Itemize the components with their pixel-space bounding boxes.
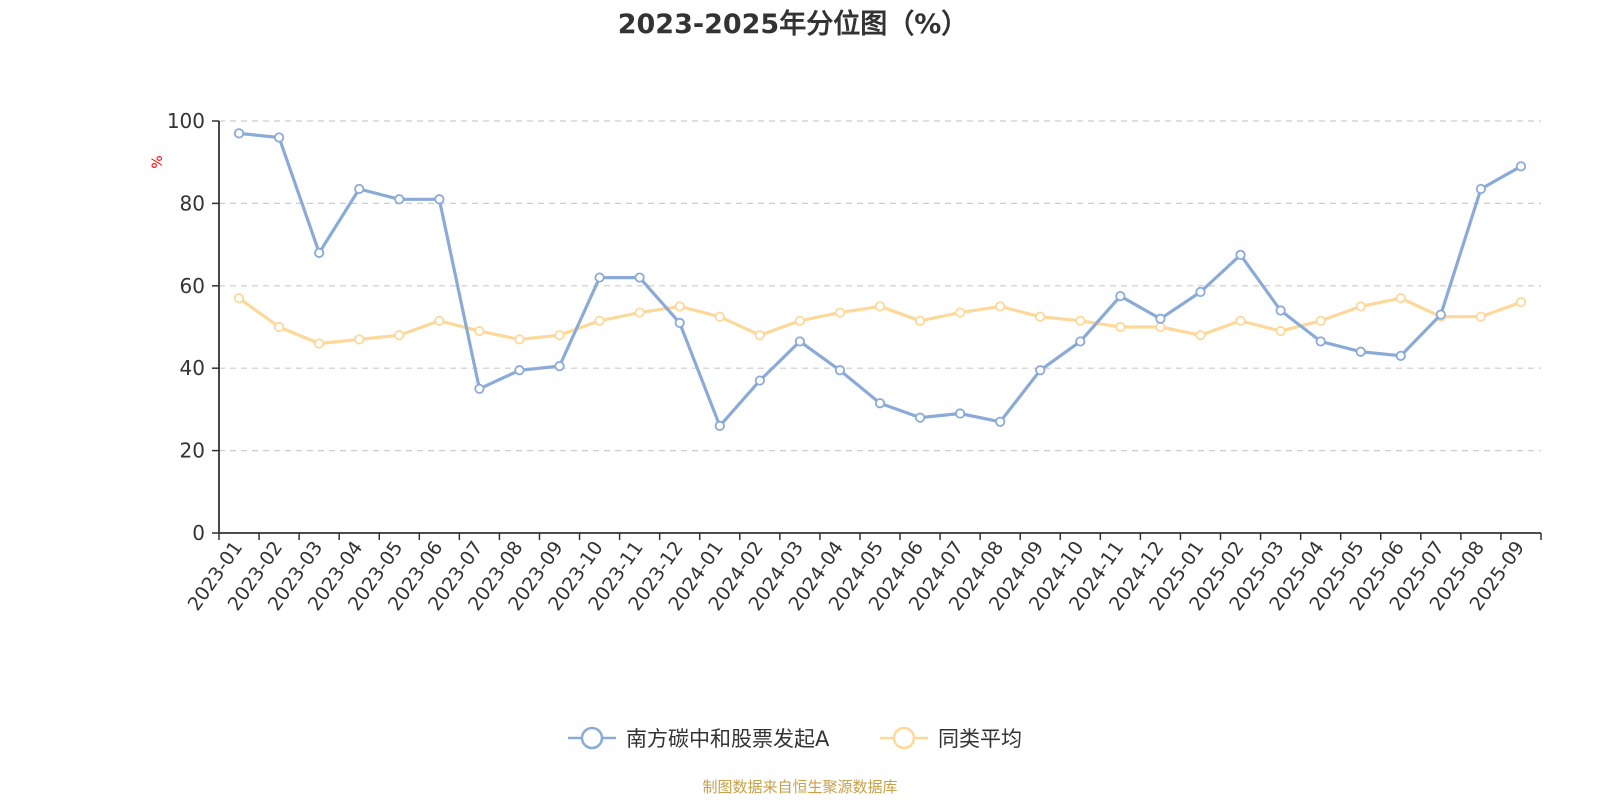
- data-point[interactable]: [1275, 305, 1286, 316]
- data-point[interactable]: [273, 132, 285, 143]
- data-point[interactable]: [1395, 350, 1406, 361]
- y-axis-unit-label: %: [150, 155, 166, 168]
- data-point[interactable]: [874, 301, 886, 312]
- data-point[interactable]: [794, 315, 805, 326]
- data-point[interactable]: [514, 334, 525, 345]
- data-point[interactable]: [1235, 249, 1246, 260]
- legend-label: 南方碳中和股票发起A: [626, 727, 830, 751]
- legend-marker-icon: [580, 726, 604, 750]
- data-point[interactable]: [354, 334, 365, 345]
- data-point[interactable]: [1435, 309, 1446, 320]
- data-point[interactable]: [754, 330, 765, 341]
- y-tick-label: 0: [192, 521, 205, 545]
- data-point[interactable]: [955, 307, 966, 318]
- data-point[interactable]: [674, 317, 685, 328]
- data-point[interactable]: [1195, 330, 1206, 341]
- data-point[interactable]: [1315, 336, 1326, 347]
- data-point[interactable]: [273, 321, 285, 333]
- data-point[interactable]: [474, 383, 485, 394]
- source-note: 制图数据来自恒生聚源数据库: [702, 778, 897, 796]
- data-point[interactable]: [995, 416, 1006, 427]
- axes: 0204060801002023-012023-022023-032023-04…: [167, 109, 1542, 615]
- data-point[interactable]: [1355, 346, 1366, 357]
- data-point[interactable]: [233, 293, 245, 304]
- data-point[interactable]: [1355, 301, 1366, 312]
- chart-title: 2023-2025年分位图（%）: [618, 8, 969, 40]
- data-point[interactable]: [314, 247, 325, 258]
- data-point[interactable]: [1515, 297, 1527, 308]
- data-point[interactable]: [914, 315, 926, 326]
- data-point[interactable]: [634, 307, 645, 318]
- data-point[interactable]: [1515, 161, 1527, 172]
- data-point[interactable]: [914, 412, 926, 423]
- legend[interactable]: 南方碳中和股票发起A 同类平均: [568, 726, 1022, 751]
- data-point[interactable]: [233, 128, 245, 139]
- data-point[interactable]: [634, 272, 645, 283]
- data-point[interactable]: [834, 307, 846, 318]
- data-point[interactable]: [1155, 321, 1166, 333]
- data-point[interactable]: [1475, 183, 1487, 195]
- data-point[interactable]: [674, 301, 685, 312]
- data-point[interactable]: [514, 365, 525, 376]
- data-point[interactable]: [874, 398, 886, 409]
- data-point[interactable]: [714, 311, 725, 322]
- y-tick-label: 80: [180, 191, 205, 215]
- y-tick-label: 100: [167, 109, 205, 133]
- data-point[interactable]: [554, 361, 565, 372]
- y-tick-label: 40: [180, 356, 205, 380]
- legend-item-1[interactable]: 南方碳中和股票发起A: [568, 726, 830, 751]
- data-point[interactable]: [394, 330, 405, 341]
- series-line-1: [237, 131, 1523, 428]
- legend-marker-icon: [892, 726, 916, 750]
- data-point[interactable]: [1275, 326, 1286, 337]
- data-point[interactable]: [1075, 315, 1086, 326]
- legend-item-2[interactable]: 同类平均: [880, 726, 1022, 751]
- data-point[interactable]: [594, 272, 605, 283]
- data-point[interactable]: [434, 315, 445, 326]
- data-point[interactable]: [594, 315, 605, 326]
- data-point[interactable]: [314, 338, 325, 349]
- series-lines: [233, 128, 1527, 431]
- data-point[interactable]: [834, 365, 846, 376]
- data-point[interactable]: [474, 326, 485, 337]
- data-point[interactable]: [554, 330, 565, 341]
- data-point[interactable]: [955, 408, 966, 419]
- y-tick-label: 20: [180, 439, 205, 463]
- data-point[interactable]: [1475, 311, 1487, 322]
- data-point[interactable]: [394, 194, 405, 205]
- data-point[interactable]: [995, 301, 1006, 312]
- data-point[interactable]: [714, 420, 725, 431]
- data-point[interactable]: [1115, 321, 1126, 333]
- data-point[interactable]: [1315, 315, 1326, 326]
- data-point[interactable]: [1115, 290, 1126, 302]
- data-point[interactable]: [1395, 293, 1406, 304]
- data-point[interactable]: [1155, 313, 1166, 324]
- data-point[interactable]: [1035, 311, 1046, 322]
- data-point[interactable]: [1195, 286, 1206, 298]
- data-point[interactable]: [794, 336, 805, 347]
- data-point[interactable]: [434, 194, 445, 205]
- data-point[interactable]: [1035, 365, 1046, 376]
- data-point[interactable]: [754, 375, 765, 386]
- y-tick-label: 60: [180, 274, 205, 298]
- legend-label: 同类平均: [938, 727, 1022, 751]
- data-point[interactable]: [1075, 336, 1086, 347]
- data-point[interactable]: [354, 183, 365, 195]
- data-point[interactable]: [1235, 315, 1246, 326]
